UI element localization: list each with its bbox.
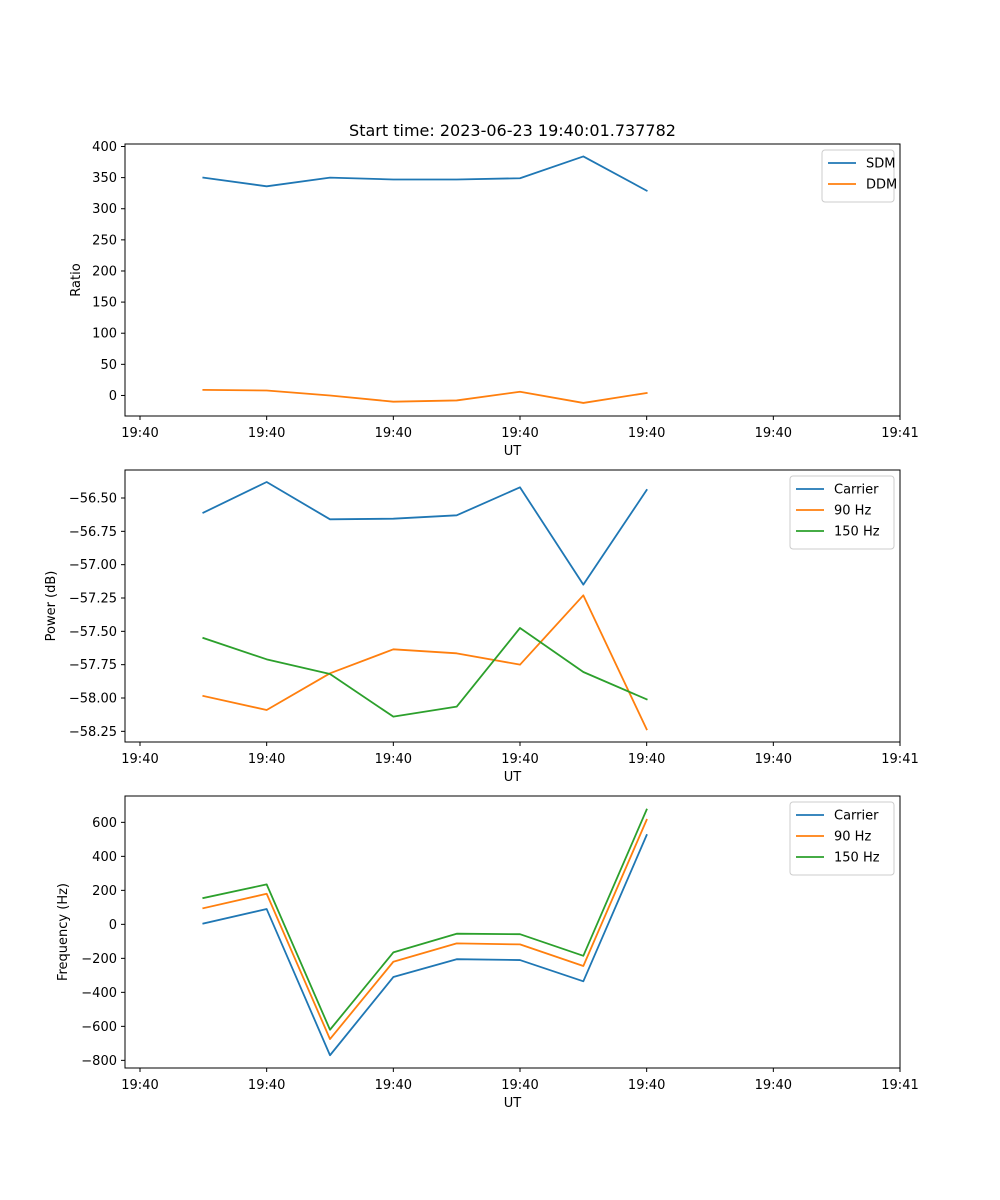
legend-label: Carrier [834,809,879,824]
legend: Carrier 90 Hz 150 Hz [789,475,895,550]
y-tick-label: 250 [92,233,117,248]
axes-frame [124,469,901,743]
x-axis-label: UT [504,444,522,459]
legend-label: 150 Hz [834,851,880,866]
legend-label: 150 Hz [834,525,880,540]
y-tick-label: 200 [92,884,117,899]
x-tick-label: 19:41 [881,426,918,441]
x-tick-label: 19:40 [121,1078,158,1093]
y-tick-label: −56.75 [69,525,117,540]
x-tick-label: 19:40 [628,1078,665,1093]
y-tick-label: −57.75 [69,658,117,673]
y-tick-label: 50 [100,358,117,373]
y-tick-label: −800 [81,1054,117,1069]
x-tick-label: 19:40 [375,752,412,767]
axes-frame [124,143,901,417]
y-tick-label: −57.50 [69,625,117,640]
series-line-90-hz [202,818,648,1040]
x-axis-label: UT [504,770,522,785]
y-tick-label: 350 [92,171,117,186]
x-axis-label: UT [504,1096,522,1111]
x-tick-label: 19:41 [881,752,918,767]
x-tick-label: 19:40 [501,1078,538,1093]
y-tick-label: 600 [92,816,117,831]
series-line-carrier [202,833,648,1057]
legend-label: SDM [866,157,895,172]
y-tick-label: −57.00 [69,558,117,573]
y-tick-label: 150 [92,296,117,311]
x-tick-label: 19:40 [375,426,412,441]
y-tick-label: 400 [92,850,117,865]
y-tick-label: −56.50 [69,492,117,507]
y-tick-label: 0 [109,389,117,404]
legend: SDM DDM [821,149,897,203]
legend: Carrier 90 Hz 150 Hz [789,801,895,876]
y-tick-label: 100 [92,327,117,342]
series-line-sdm [202,155,648,192]
y-axis-label: Ratio [69,263,84,296]
y-tick-label: −400 [81,986,117,1001]
legend-label: DDM [866,178,897,193]
x-tick-label: 19:40 [628,426,665,441]
series-line-carrier [202,481,648,586]
legend-label: 90 Hz [834,830,871,845]
x-tick-label: 19:40 [121,426,158,441]
legend-label: Carrier [834,483,879,498]
subplots: 0 50 100 150 200 250 300 350 400 19:40 19:40 19:40 1… [44,140,919,1111]
y-tick-label: 200 [92,264,117,279]
y-tick-label: −58.00 [69,692,117,707]
x-tick-label: 19:40 [501,752,538,767]
x-tick-label: 19:40 [121,752,158,767]
series-line-150-hz [202,808,648,1031]
x-tick-label: 19:40 [248,426,285,441]
series-line-150-hz [202,627,648,718]
legend-label: 90 Hz [834,504,871,519]
x-tick-label: 19:40 [248,752,285,767]
series-line-90-hz [202,594,648,731]
y-tick-label: −200 [81,952,117,967]
y-tick-label: −600 [81,1020,117,1035]
y-tick-label: −58.25 [69,725,117,740]
subplot-2: −58.25 −58.00 −57.75 −57.50 −57.25 −57.00 −56.… [44,469,919,785]
x-tick-label: 19:41 [881,1078,918,1093]
x-tick-label: 19:40 [248,1078,285,1093]
subplot-1: 0 50 100 150 200 250 300 350 400 19:40 19:40 19:40 1… [69,140,919,459]
x-tick-label: 19:40 [501,426,538,441]
series-line-ddm [202,388,648,404]
subplot-3: −800 −600 −400 −200 0 200 400 600 19:40 19:40 19:4… [56,795,919,1111]
x-tick-label: 19:40 [755,426,792,441]
y-axis-label: Frequency (Hz) [56,883,71,981]
y-axis-label: Power (dB) [44,571,59,642]
figure-title: Start time: 2023-06-23 19:40:01.737782 [349,121,676,140]
x-tick-label: 19:40 [755,1078,792,1093]
x-tick-label: 19:40 [755,752,792,767]
x-tick-label: 19:40 [375,1078,412,1093]
axes-frame [124,795,901,1069]
x-tick-label: 19:40 [628,752,665,767]
y-tick-label: 300 [92,202,117,217]
y-tick-label: 0 [109,918,117,933]
y-tick-label: −57.25 [69,592,117,607]
y-tick-label: 400 [92,140,117,155]
